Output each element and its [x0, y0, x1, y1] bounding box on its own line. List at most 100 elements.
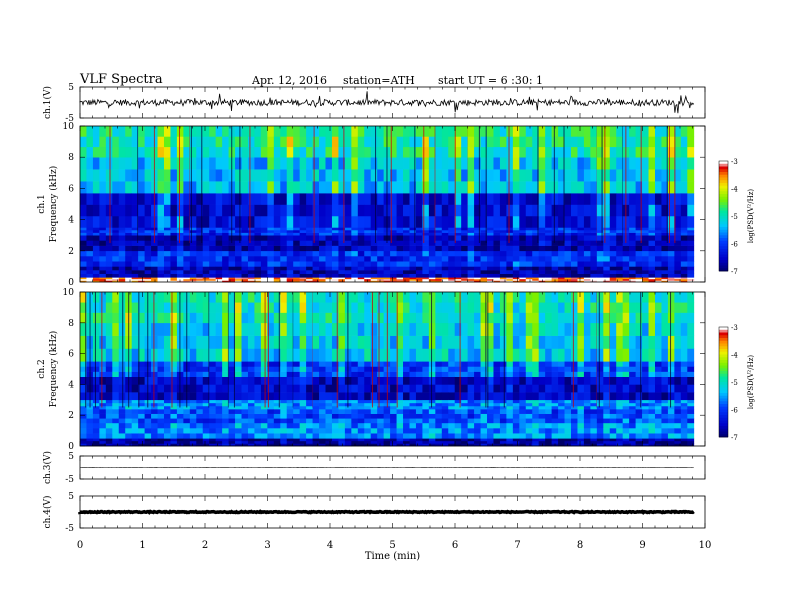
- spec2-cell: [319, 312, 326, 324]
- spec2-cell: [383, 422, 391, 429]
- spec2-cell: [519, 335, 527, 349]
- spec2-cell: [273, 409, 281, 414]
- spec2-cell: [435, 366, 443, 372]
- spec1-cell: [80, 230, 87, 233]
- spec1-cell: [571, 204, 578, 217]
- spec2-cell: [209, 384, 217, 393]
- spec1-cell: [551, 227, 559, 231]
- spec2-cell: [357, 433, 365, 439]
- spec1-sferic: [508, 126, 510, 243]
- spec1-cell: [138, 250, 145, 257]
- spec2-cell: [558, 392, 565, 401]
- spec1-cell: [183, 280, 191, 283]
- spec2-cell: [480, 335, 488, 349]
- spec1-cell: [661, 245, 669, 252]
- spec1-ylabel: Frequency (kHz): [48, 166, 59, 243]
- spec1-cell: [99, 204, 107, 217]
- spec2-cell: [286, 302, 294, 313]
- spec2-cell: [454, 438, 462, 442]
- spec1-cell: [118, 215, 126, 228]
- spec2-cell: [331, 440, 339, 444]
- spec2-cell: [454, 409, 462, 414]
- spec1-cell: [435, 157, 443, 170]
- spec1-empty-region: [693, 126, 705, 282]
- spec2-cell: [687, 302, 695, 313]
- spec2-cell: [364, 422, 372, 429]
- spec2-cell: [674, 409, 682, 414]
- spec2-cell: [241, 312, 249, 324]
- spec1-cell: [196, 240, 204, 246]
- spec1-cell: [80, 240, 87, 246]
- spec1-sferic: [454, 126, 456, 243]
- spec1-cell: [667, 146, 675, 158]
- spec2-cell: [661, 392, 669, 401]
- spec2-cell: [687, 422, 695, 429]
- spec1-cell: [525, 261, 533, 267]
- spec1-cell: [357, 136, 365, 148]
- spec1-cell: [525, 256, 533, 262]
- spec1-cell: [532, 277, 540, 280]
- spec2-cell: [616, 402, 624, 407]
- spec1-cell: [564, 278, 572, 281]
- spec1-cell: [603, 277, 611, 280]
- spec1-cell: [667, 215, 675, 228]
- spec1-cell: [441, 204, 449, 217]
- spec1-cell: [286, 240, 294, 246]
- spec1-cell: [590, 157, 598, 170]
- spec1-cell: [299, 278, 307, 281]
- spec2-cell: [519, 409, 527, 414]
- spec2-cell: [467, 366, 475, 372]
- spec2-cell: [286, 440, 294, 444]
- spec2-cell: [183, 413, 191, 419]
- spec1-cell: [441, 277, 449, 280]
- spec2-cell: [493, 322, 501, 336]
- spec1-cell: [448, 215, 456, 228]
- spec1-cell: [377, 215, 385, 228]
- spec1-cell: [667, 227, 675, 231]
- spec2-cell: [235, 348, 242, 362]
- spec1-colorbar-cell: [719, 221, 728, 225]
- spec2-cell: [235, 366, 242, 372]
- spec2-cell: [105, 409, 113, 414]
- spec1-cell: [654, 204, 662, 217]
- spec1-cell: [648, 232, 656, 236]
- spec1-cell: [163, 232, 171, 236]
- spec1-cell: [370, 277, 378, 280]
- spec1-cell: [654, 277, 662, 280]
- spec2-cell: [286, 312, 294, 324]
- spec2-cell: [622, 366, 630, 372]
- spec1-cell: [228, 266, 236, 271]
- spec2-cell: [441, 312, 449, 324]
- spec2-cell: [202, 428, 210, 434]
- spec1-cell: [390, 136, 397, 148]
- spec1-cell: [338, 277, 346, 280]
- spec2-cell: [525, 302, 533, 313]
- spec2-cell: [163, 422, 171, 429]
- spec2-cell: [267, 433, 275, 439]
- spec2-cell: [519, 422, 527, 429]
- spec1-sferic: [109, 126, 111, 243]
- spec2-cell: [319, 418, 326, 424]
- spec2-cell: [532, 440, 540, 444]
- spec2-cell: [525, 312, 533, 324]
- spec1-cell: [105, 157, 113, 170]
- spec2-cell: [286, 348, 294, 362]
- spec2-cell: [596, 361, 604, 367]
- spec1-cell: [293, 169, 301, 182]
- spec2-cell: [642, 366, 649, 372]
- spec2-cell: [577, 422, 585, 429]
- spec1-cell: [235, 256, 242, 262]
- spec1-cell: [648, 240, 656, 246]
- spec1-cell: [247, 277, 255, 280]
- spec2-cell: [92, 438, 100, 442]
- spec1-cell: [209, 245, 217, 252]
- spec1-cell: [448, 277, 456, 280]
- spec2-cell: [273, 443, 281, 447]
- spec1-cell: [99, 277, 107, 280]
- spec2-cell: [428, 402, 436, 407]
- spec2-cell: [280, 443, 288, 447]
- spec2-cell: [609, 422, 617, 429]
- spec1-cell: [461, 245, 469, 252]
- spec2-cell: [364, 428, 372, 434]
- spec1-cell: [603, 204, 611, 217]
